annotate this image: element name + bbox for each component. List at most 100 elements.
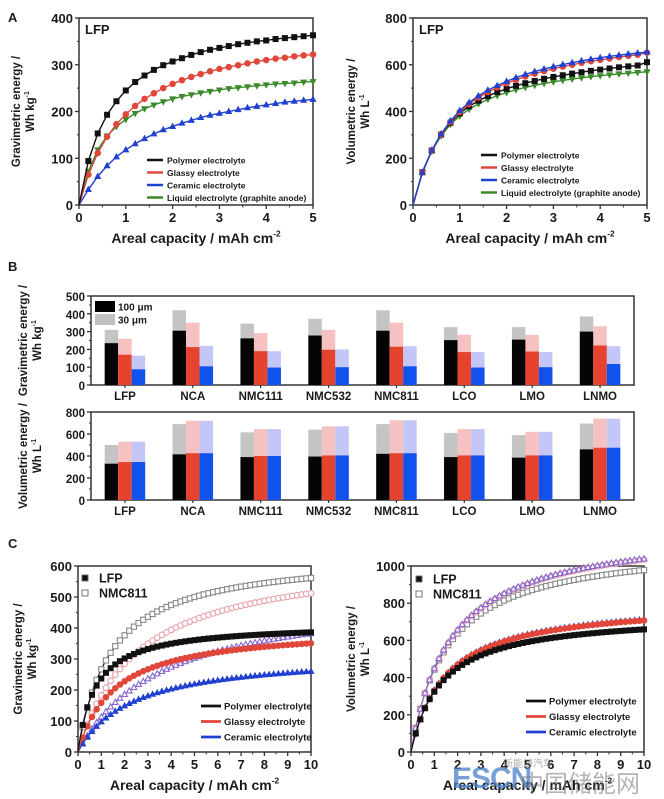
data-point (253, 83, 261, 90)
data-point (540, 65, 548, 72)
data-point (412, 730, 419, 737)
data-point (215, 109, 223, 116)
bar-100um (321, 349, 336, 385)
data-point (456, 106, 464, 114)
superscript: -2 (272, 776, 280, 786)
y-axis-label-unit: Wh kg-1 (31, 320, 44, 361)
data-point (269, 634, 278, 642)
bar-100um (579, 331, 594, 385)
x-tick-label: 8 (594, 757, 601, 772)
x-tick-label: NCA (180, 391, 205, 403)
bar-group-lfp (104, 329, 146, 385)
data-point (112, 643, 119, 650)
data-point (463, 615, 471, 623)
data-point (281, 80, 289, 88)
data-point (186, 680, 194, 688)
data-point (111, 671, 119, 678)
data-point (97, 717, 105, 725)
superscript: -1 (26, 639, 33, 645)
bar-100um (186, 347, 200, 385)
data-point (569, 70, 576, 77)
bar-100um (593, 345, 607, 385)
data-point (640, 554, 648, 562)
superscript: -2 (605, 776, 613, 786)
x-axis-label: Areal capacity / mAh cm-2 (445, 229, 615, 246)
data-point (587, 55, 595, 62)
data-point (606, 72, 614, 79)
superscript: -1 (31, 320, 38, 326)
x-tick-label: LFP (114, 391, 136, 403)
data-point (290, 80, 298, 87)
legend-label: Polymer electrolyte (167, 156, 246, 166)
legend-marker (81, 589, 89, 597)
x-tick-label: LNMO (583, 506, 617, 518)
x-tick-label: 7 (237, 757, 244, 772)
legend: Polymer electrolyte Glassy electrolyte Cer… (481, 151, 640, 198)
data-point (85, 158, 92, 165)
bar-100um (104, 463, 119, 500)
data-point (122, 111, 130, 118)
bar-100um (253, 456, 268, 500)
data-point (150, 90, 158, 97)
data-point (125, 686, 134, 694)
data-point (606, 52, 614, 59)
x-tick-label: LFP (114, 506, 136, 518)
data-point (162, 664, 171, 672)
x-tick-label: NMC811 (374, 391, 419, 403)
data-point (640, 566, 648, 574)
x-tick-label: 2 (454, 757, 461, 772)
bar-group-nca (172, 310, 214, 385)
data-point (634, 62, 641, 69)
data-point (207, 46, 214, 53)
data-point (616, 557, 625, 565)
data-point (132, 79, 139, 86)
x-tick-label: 5 (309, 210, 316, 225)
data-point (112, 661, 119, 668)
bar-100um (240, 457, 254, 500)
data-point (206, 111, 214, 118)
data-point (440, 677, 447, 684)
data-point (279, 633, 287, 641)
data-point (309, 79, 317, 86)
data-point (281, 98, 289, 105)
y-tick-label: 100 (66, 363, 85, 375)
data-point (509, 584, 518, 592)
data-point (107, 649, 114, 656)
y-tick-label: 400 (66, 452, 85, 464)
y-tick-label: 0 (79, 496, 85, 508)
data-point (150, 66, 157, 73)
data-point (265, 635, 273, 643)
bar-100um (538, 455, 553, 500)
legend: 100 μm 30 μm (95, 301, 153, 327)
data-point (309, 95, 317, 102)
data-point (178, 119, 186, 126)
data-point (559, 60, 567, 67)
data-point (107, 710, 115, 717)
series-polymer-electrolyte (78, 32, 316, 206)
data-point (116, 694, 124, 701)
bar-100um (172, 454, 187, 500)
y-tick-label: 400 (66, 310, 85, 322)
data-point (187, 92, 195, 99)
series-lfp-polymer (77, 629, 314, 753)
x-axis-label: Areal capacity / mAh cm-2 (111, 229, 281, 246)
data-point (577, 75, 586, 82)
data-point (426, 696, 433, 703)
data-point (472, 607, 481, 615)
y-tick-label: 200 (51, 105, 73, 120)
bar-100um (538, 367, 553, 385)
data-point (307, 589, 315, 597)
series-ceramic-electrolyte (412, 48, 651, 206)
bar-group-nmc811 (376, 310, 417, 385)
y-tick-label: 200 (383, 708, 405, 723)
bar-100um (131, 462, 146, 500)
data-point (106, 702, 115, 710)
data-point (103, 161, 111, 169)
data-point (107, 677, 115, 685)
x-tick-label: 6 (547, 757, 554, 772)
data-point (169, 122, 177, 129)
data-point (279, 669, 287, 676)
data-point (274, 669, 282, 677)
data-point (421, 688, 429, 696)
data-point (225, 107, 233, 114)
